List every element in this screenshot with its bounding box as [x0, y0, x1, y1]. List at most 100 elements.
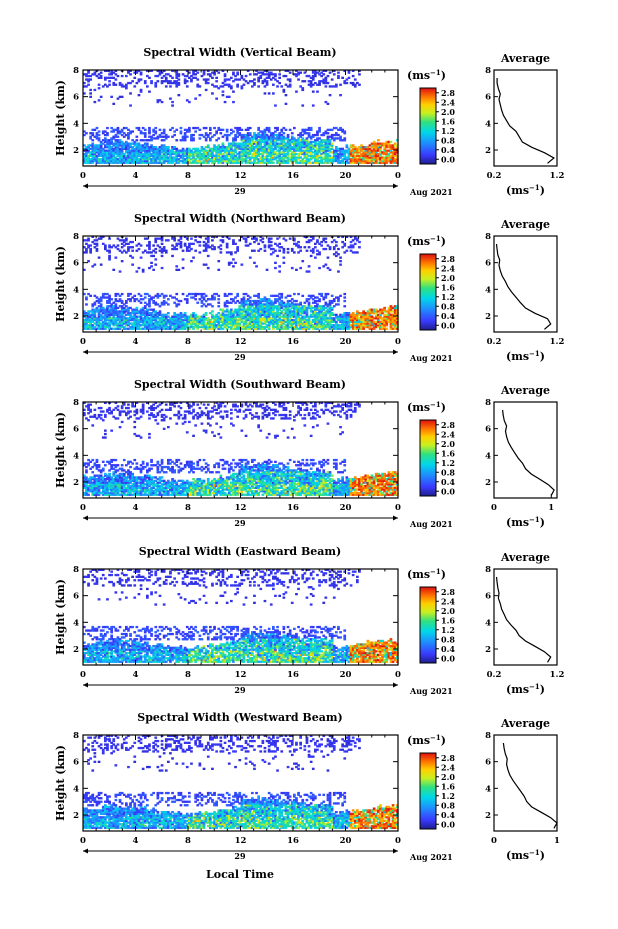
- heatmap-cell: [152, 130, 155, 133]
- heatmap-cell: [213, 144, 216, 147]
- heatmap-cell: [160, 149, 164, 152]
- heatmap-cell: [324, 149, 328, 152]
- heatmap-cell: [358, 146, 361, 149]
- heatmap-cell: [213, 317, 216, 320]
- heatmap-cell: [200, 152, 204, 156]
- heatmap-cell: [192, 313, 195, 316]
- heatmap-cell: [263, 144, 267, 147]
- heatmap-cell: [93, 308, 97, 311]
- heatmap-cell: [89, 322, 92, 325]
- heatmap-cell: [202, 298, 206, 301]
- heatmap-cell: [265, 151, 269, 154]
- heatmap-cell: [122, 306, 126, 310]
- heatmap-cell: [175, 152, 179, 156]
- heatmap-cell: [137, 149, 141, 152]
- heatmap-cell: [223, 303, 227, 306]
- heatmap-cell: [257, 139, 260, 142]
- heatmap-cell: [213, 161, 216, 164]
- heatmap-cell: [97, 237, 101, 240]
- heatmap-cell: [290, 151, 294, 154]
- heatmap-cell: [190, 237, 193, 240]
- heatmap-cell: [190, 324, 193, 327]
- heatmap-cell: [259, 161, 263, 164]
- heatmap-cell: [282, 154, 286, 157]
- heatmap-cell: [196, 147, 200, 150]
- heatmap-cell: [97, 322, 101, 325]
- heatmap-cell: [188, 244, 191, 247]
- heatmap-cell: [114, 306, 118, 310]
- heatmap-cell: [206, 325, 210, 329]
- heatmap-cell: [83, 158, 86, 161]
- heatmap-cell: [316, 152, 319, 156]
- heatmap-cell: [85, 147, 88, 150]
- heatmap-cell: [221, 310, 225, 313]
- heatmap-cell: [244, 142, 248, 145]
- heatmap-cell: [154, 85, 158, 88]
- heatmap-cell: [257, 140, 260, 144]
- heatmap-cell: [171, 296, 174, 299]
- heatmap-cell: [116, 132, 120, 135]
- heatmap-cell: [173, 327, 176, 330]
- heatmap-cell: [97, 139, 101, 142]
- heatmap-cell: [263, 156, 267, 159]
- heatmap-cell: [89, 244, 92, 247]
- heatmap-cell: [326, 135, 330, 138]
- heatmap-cell: [223, 301, 227, 304]
- heatmap-cell: [150, 139, 153, 142]
- x-tick-label: 16: [287, 171, 299, 181]
- heatmap-cell: [101, 158, 105, 161]
- heatmap-cell: [213, 158, 216, 161]
- heatmap-cell: [87, 313, 90, 316]
- heatmap-cell: [299, 142, 302, 145]
- heatmap-cell: [148, 149, 151, 152]
- heatmap-cell: [395, 144, 399, 147]
- heatmap-cell: [305, 74, 309, 78]
- heatmap-cell: [232, 130, 235, 133]
- heatmap-cell: [200, 158, 204, 161]
- heatmap-cell: [263, 161, 267, 164]
- heatmap-cell: [122, 318, 126, 322]
- heatmap-cell: [232, 299, 235, 303]
- heatmap-cell: [162, 152, 166, 156]
- heatmap-cell: [135, 324, 139, 327]
- heatmap-cell: [148, 139, 151, 142]
- heatmap-cell: [91, 132, 95, 135]
- heatmap-cell: [248, 147, 252, 150]
- heatmap-cell: [217, 320, 221, 323]
- heatmap-cell: [269, 151, 273, 154]
- heatmap-cell: [162, 324, 166, 327]
- heatmap-cell: [198, 161, 202, 164]
- heatmap-cell: [158, 149, 162, 152]
- heatmap-cell: [219, 151, 223, 154]
- heatmap-cell: [95, 132, 99, 135]
- heatmap-cell: [301, 159, 305, 163]
- heatmap-cell: [345, 81, 349, 85]
- heatmap-cell: [108, 305, 111, 308]
- heatmap-cell: [162, 327, 166, 330]
- heatmap-cell: [169, 151, 172, 154]
- heatmap-cell: [303, 80, 307, 83]
- heatmap-cell: [175, 159, 179, 163]
- heatmap-cell: [324, 78, 328, 81]
- heatmap-cell: [213, 154, 216, 157]
- heatmap-cell: [116, 237, 120, 240]
- heatmap-cell: [278, 135, 281, 138]
- heatmap-cell: [139, 132, 143, 135]
- heatmap-cell: [85, 161, 88, 164]
- heatmap-cell: [211, 71, 214, 74]
- heatmap-cell: [364, 149, 368, 152]
- x-tick-label: 0: [395, 171, 401, 181]
- heatmap-cell: [133, 149, 137, 152]
- heatmap-cell: [192, 296, 195, 299]
- heatmap-cell: [87, 80, 90, 83]
- heatmap-cell: [106, 140, 109, 144]
- heatmap-cell: [387, 144, 391, 147]
- heatmap-cell: [91, 318, 95, 322]
- heatmap-cell: [217, 149, 221, 152]
- heatmap-cell: [97, 99, 101, 102]
- heatmap-cell: [225, 251, 229, 254]
- heatmap-cell: [393, 147, 397, 150]
- heatmap-cell: [99, 71, 103, 74]
- heatmap-cell: [167, 151, 170, 154]
- heatmap-cell: [154, 130, 158, 133]
